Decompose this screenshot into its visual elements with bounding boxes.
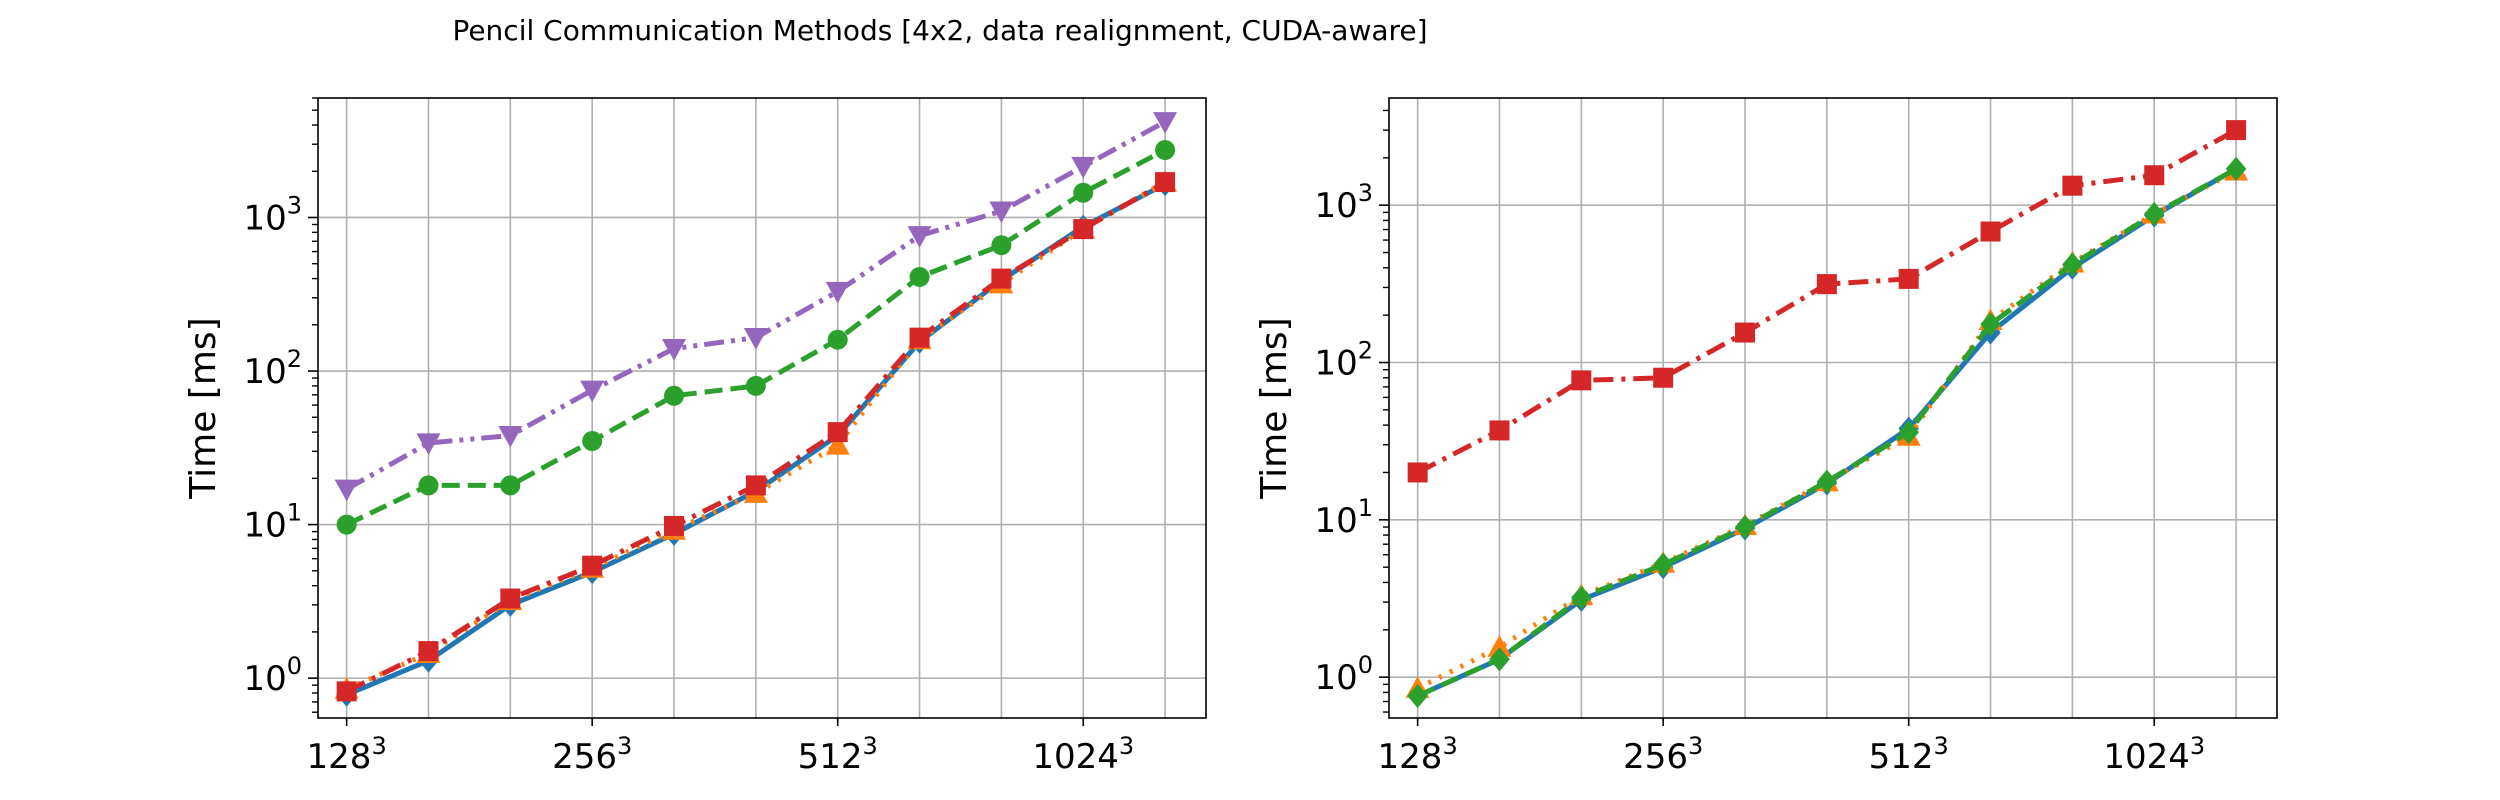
y-tick-label: 100 xyxy=(1314,651,1373,698)
data-point xyxy=(1073,182,1094,203)
series-group xyxy=(334,112,1178,707)
data-point xyxy=(2144,201,2165,226)
data-point xyxy=(827,329,848,350)
x-tick-label: 2563 xyxy=(1623,732,1703,777)
data-point xyxy=(662,338,687,361)
grid-lines xyxy=(318,98,1206,718)
data-point xyxy=(1898,420,1919,445)
data-point xyxy=(909,266,930,287)
data-point xyxy=(1487,635,1512,657)
x-tick-label: 5123 xyxy=(1869,732,1949,777)
data-point xyxy=(1155,140,1176,161)
data-point xyxy=(2226,120,2247,141)
data-point xyxy=(1073,219,1094,240)
data-point xyxy=(1980,312,2001,337)
data-point xyxy=(664,385,685,406)
y-tick-label: 103 xyxy=(1314,179,1373,226)
data-point xyxy=(336,681,357,702)
data-point xyxy=(418,641,439,662)
data-point xyxy=(416,433,441,455)
data-point xyxy=(1735,322,1756,343)
grid-lines xyxy=(1389,98,2277,718)
data-point xyxy=(1652,552,1674,577)
data-point xyxy=(500,475,521,496)
data-point xyxy=(1653,367,1674,388)
data-point xyxy=(2144,165,2165,186)
data-point xyxy=(991,268,1012,289)
y-tick-label: 102 xyxy=(243,345,302,392)
data-point xyxy=(745,375,766,396)
data-point xyxy=(334,479,359,502)
axes-frame xyxy=(317,97,1207,719)
x-tick-label: 10243 xyxy=(1032,732,1134,777)
data-point xyxy=(1153,112,1178,134)
data-point xyxy=(909,327,930,348)
data-point xyxy=(1489,420,1510,441)
x-tick-label: 10243 xyxy=(2103,732,2205,777)
data-point xyxy=(1407,462,1428,483)
data-point xyxy=(1816,274,1837,295)
x-tick-label: 1283 xyxy=(307,732,387,777)
data-point xyxy=(1489,647,1510,672)
x-tick-label: 2563 xyxy=(552,732,632,777)
y-tick-label: 100 xyxy=(243,652,302,699)
y-axis-label: Time [ms] xyxy=(183,317,224,499)
y-tick-label: 103 xyxy=(243,191,302,238)
y-axis-label: Time [ms] xyxy=(1254,317,1295,499)
data-point xyxy=(1734,515,1756,540)
y-tick-label: 102 xyxy=(1314,337,1373,384)
data-point xyxy=(1071,156,1096,179)
data-point xyxy=(418,475,439,496)
data-point xyxy=(1407,683,1428,708)
data-point xyxy=(1571,585,1592,610)
data-point xyxy=(907,226,932,248)
figure-title: Pencil Communication Methods [4x2, data … xyxy=(452,14,1427,47)
data-point xyxy=(991,235,1012,256)
data-point xyxy=(1980,221,2001,242)
data-point xyxy=(582,431,603,452)
x-tick-label: 5123 xyxy=(798,732,878,777)
x-tick-label: 1283 xyxy=(1378,732,1458,777)
data-point xyxy=(743,328,768,350)
data-point xyxy=(989,201,1014,224)
data-point xyxy=(827,422,848,443)
series-line-1 xyxy=(1416,168,2238,691)
left-chart: 1283 2563 5123 10243 100 101 102 103 Time [ms] xyxy=(183,97,1207,777)
data-point xyxy=(664,515,685,536)
data-point xyxy=(336,514,357,535)
axes-frame xyxy=(1388,97,2278,719)
data-point xyxy=(500,588,521,609)
data-point xyxy=(1816,469,1838,494)
data-point xyxy=(745,475,766,496)
data-point xyxy=(2062,252,2083,277)
series-line-2 xyxy=(345,147,1167,527)
series-group xyxy=(1405,120,2249,708)
right-chart: 1283 2563 5123 10243 100 101 102 103 Time [ms] xyxy=(1254,97,2278,777)
data-point xyxy=(498,425,523,448)
data-point xyxy=(2062,175,2083,196)
data-point xyxy=(1898,268,1919,289)
data-point xyxy=(2225,156,2247,181)
data-point xyxy=(580,380,605,403)
series-line-2 xyxy=(1416,166,2238,699)
y-tick-label: 101 xyxy=(1314,494,1373,541)
data-point xyxy=(1155,172,1176,193)
data-point xyxy=(825,281,850,304)
data-point xyxy=(1571,370,1592,391)
y-tick-label: 101 xyxy=(243,499,302,546)
data-point xyxy=(582,555,603,576)
data-point xyxy=(825,432,850,455)
